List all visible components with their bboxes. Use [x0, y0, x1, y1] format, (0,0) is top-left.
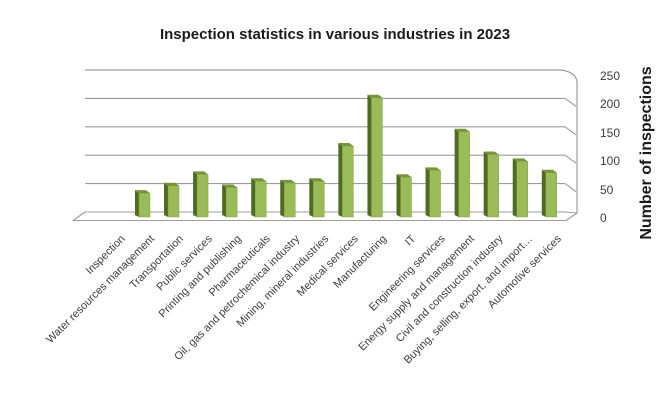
- bar: [367, 94, 383, 218]
- gridline: [85, 154, 577, 164]
- y-axis-title: Number of inspections: [638, 66, 655, 240]
- y-tick-label: 250: [600, 69, 621, 83]
- bar: [134, 190, 151, 218]
- bar: [541, 169, 557, 218]
- bar: [512, 158, 528, 218]
- bar: [338, 143, 354, 218]
- y-tick-label: 0: [600, 211, 607, 225]
- gridline: [85, 69, 578, 213]
- bar: [309, 178, 325, 218]
- bar: [425, 167, 441, 218]
- gridline: [85, 183, 577, 193]
- chart-title: Inspection statistics in various industr…: [159, 26, 511, 43]
- bar: [280, 179, 296, 218]
- gridline: [85, 97, 577, 107]
- y-tick-label: 100: [600, 154, 621, 169]
- y-tick-label: 200: [600, 97, 621, 112]
- bar: [483, 151, 499, 218]
- gridline: [85, 126, 577, 136]
- y-tick-label: 150: [600, 125, 621, 140]
- bar: [396, 174, 412, 218]
- y-tick-label: 50: [600, 182, 614, 197]
- bar: [222, 184, 238, 218]
- bar: [251, 178, 267, 218]
- bar: [164, 182, 180, 218]
- bar: [193, 171, 209, 218]
- bar: [454, 128, 470, 218]
